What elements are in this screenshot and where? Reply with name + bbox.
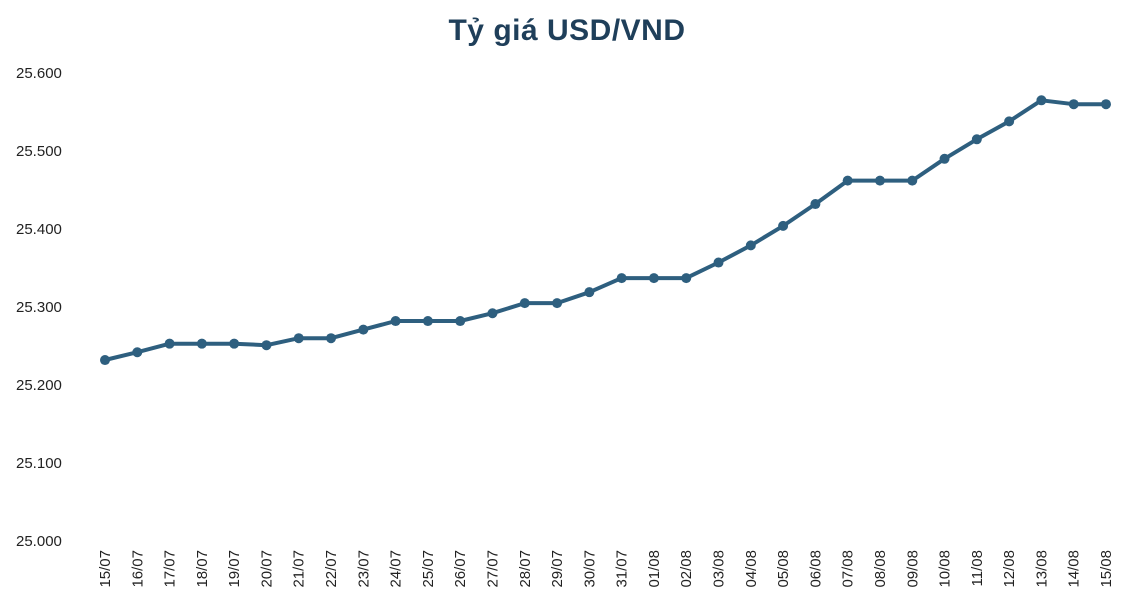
chart-title: Tỷ giá USD/VND (448, 14, 686, 47)
data-point (552, 298, 563, 309)
x-tick-label: 01/08 (646, 550, 663, 588)
data-point (487, 308, 498, 319)
data-point (261, 340, 272, 351)
x-tick-label: 08/08 (872, 550, 889, 588)
data-point (778, 220, 789, 231)
x-tick-label: 28/07 (517, 550, 534, 588)
x-tick-label: 21/07 (291, 550, 308, 588)
x-tick-label: 29/07 (549, 550, 566, 588)
data-point (422, 316, 433, 327)
data-point (648, 273, 659, 284)
x-tick-label: 25/07 (420, 550, 437, 588)
x-tick-label: 13/08 (1033, 550, 1050, 588)
data-point (713, 257, 724, 268)
x-tick-label: 20/07 (258, 550, 275, 588)
data-point (229, 338, 240, 349)
data-point (1101, 99, 1111, 110)
x-tick-label: 18/07 (194, 550, 211, 588)
x-tick-label: 24/07 (388, 550, 405, 588)
data-point (1004, 116, 1015, 127)
x-tick-label: 15/07 (97, 550, 114, 588)
x-tick-label: 26/07 (452, 550, 469, 588)
y-tick-label: 25.400 (16, 221, 62, 238)
y-tick-label: 25.500 (16, 143, 62, 160)
x-tick-label: 11/08 (969, 550, 986, 586)
x-tick-label: 05/08 (775, 550, 792, 588)
x-tick-label: 03/08 (711, 550, 728, 588)
data-point (455, 316, 466, 327)
data-point (519, 298, 530, 309)
data-point (1068, 99, 1079, 110)
x-tick-label: 15/08 (1098, 550, 1115, 588)
y-axis: 25.000 25.100 25.200 25.300 25.400 25.500 25.6… (16, 65, 62, 550)
series (100, 95, 1111, 366)
data-point (874, 175, 885, 186)
x-tick-label: 19/07 (226, 550, 243, 588)
data-point (132, 347, 143, 358)
series-line (103, 98, 1108, 362)
x-tick-label: 09/08 (904, 550, 921, 588)
x-tick-label: 12/08 (1001, 550, 1018, 588)
data-point (842, 175, 853, 186)
x-tick-label: 07/08 (840, 550, 857, 588)
data-point (100, 355, 110, 366)
x-tick-label: 16/07 (129, 550, 146, 588)
data-point (681, 273, 692, 284)
x-tick-label: 06/08 (807, 550, 824, 588)
data-point (907, 175, 918, 186)
data-point (390, 316, 401, 327)
data-point (939, 153, 950, 164)
x-tick-label: 30/07 (581, 550, 598, 588)
x-tick-label: 14/08 (1066, 550, 1083, 588)
data-point (326, 333, 337, 344)
data-point (584, 287, 595, 298)
x-tick-label: 23/07 (355, 550, 372, 588)
y-tick-label: 25.200 (16, 377, 62, 394)
y-tick-label: 25.100 (16, 455, 62, 472)
x-tick-label: 04/08 (743, 550, 760, 588)
x-tick-label: 02/08 (678, 550, 695, 588)
x-tick-label: 31/07 (614, 550, 631, 588)
y-tick-label: 25.000 (16, 533, 62, 550)
x-axis: 15/07 16/07 17/07 18/07 19/07 20/07 21/07 22/07… (97, 550, 1115, 588)
x-tick-label: 22/07 (323, 550, 340, 588)
data-point (1036, 95, 1047, 106)
data-point (358, 324, 369, 335)
data-point (971, 134, 982, 145)
x-tick-label: 10/08 (937, 550, 954, 588)
data-point (810, 199, 821, 210)
y-tick-label: 25.300 (16, 299, 62, 316)
data-point (616, 273, 627, 284)
x-tick-label: 17/07 (162, 550, 179, 588)
x-tick-label: 27/07 (484, 550, 501, 588)
data-point (196, 338, 207, 349)
data-point (293, 333, 304, 344)
y-tick-label: 25.600 (16, 65, 62, 82)
data-point (745, 240, 756, 251)
data-point (164, 338, 175, 349)
